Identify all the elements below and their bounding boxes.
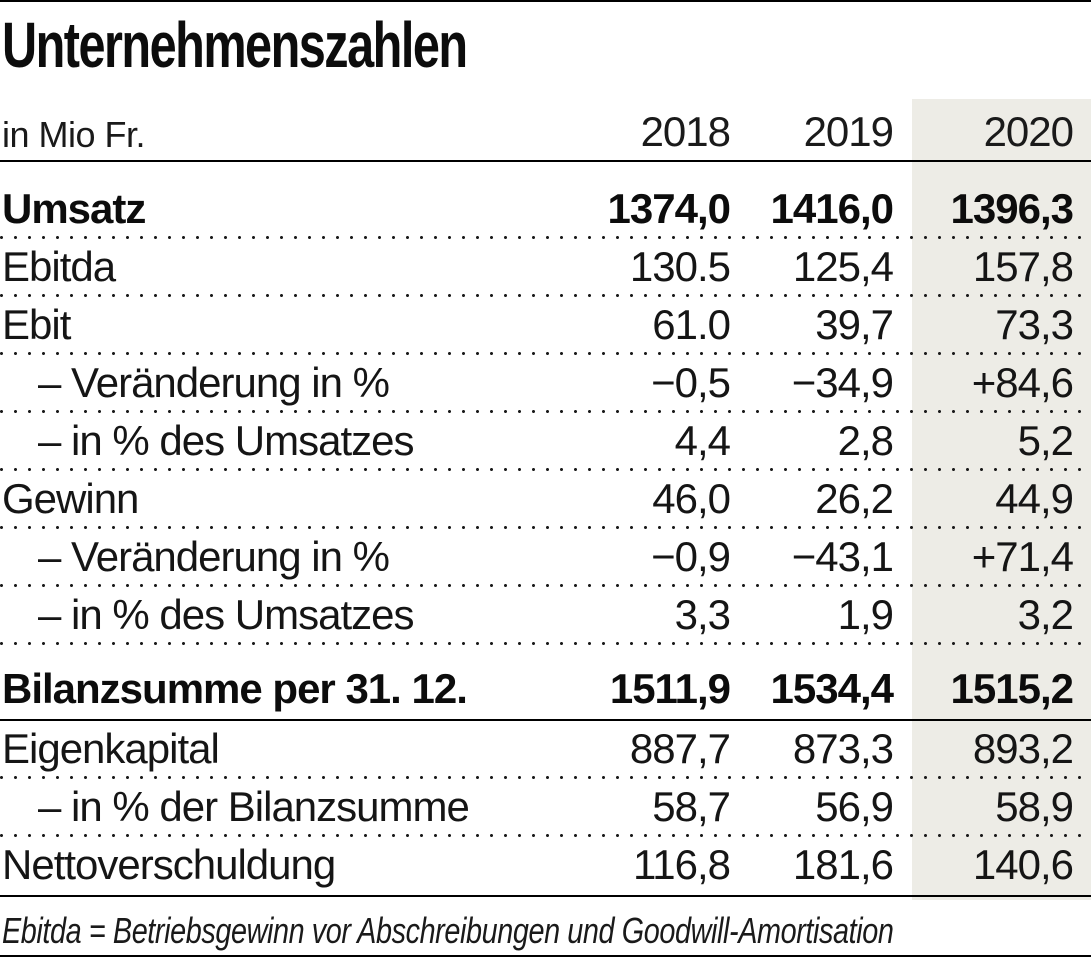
footnote: Ebitda = Betriebsgewinn vor Abschreibung… <box>2 908 1089 953</box>
cell-2020: +71,4 <box>971 533 1074 580</box>
cell-2019: 1534,4 <box>770 665 894 712</box>
cell-2020: 1515,2 <box>950 665 1074 712</box>
cell-2018: 116,8 <box>633 841 731 888</box>
cell-2020: 5,2 <box>1017 417 1074 464</box>
table-row: Ebit 61.0 39,7 73,3 <box>0 297 1091 355</box>
table-row: Gewinn 46,0 26,2 44,9 <box>0 471 1091 529</box>
cell-2018: 1511,9 <box>609 665 731 712</box>
cell-2019: 125,4 <box>792 243 894 290</box>
table-body: Umsatz 1374,0 1416,0 1396,3 Ebitda 130.5 125,4… <box>0 162 1091 897</box>
cell-2018: 46,0 <box>652 475 731 522</box>
cell-2019: 181,6 <box>792 841 894 888</box>
table-row: – in % der Bilanzsumme 58,7 56,9 58,9 <box>0 779 1091 837</box>
cell-2020: 140,6 <box>972 841 1074 888</box>
cell-2020: 157,8 <box>972 243 1074 290</box>
row-label: Eigenkapital <box>2 725 220 772</box>
table-row: – in % des Umsatzes 4,4 2,8 5,2 <box>0 413 1091 471</box>
cell-2020: 3,2 <box>1017 591 1074 638</box>
cell-2020: 893,2 <box>972 725 1074 772</box>
cell-2018: 58,7 <box>652 783 731 830</box>
cell-2020: 1396,3 <box>950 185 1074 232</box>
cell-2020: +84,6 <box>971 359 1074 406</box>
row-label: – in % der Bilanzsumme <box>38 783 470 830</box>
column-header-2018: 2018 <box>640 108 731 155</box>
table-header: in Mio Fr. 2018 2019 2020 <box>0 104 1091 158</box>
row-label: Bilanzsumme per 31. 12. <box>2 665 468 712</box>
table-row: Ebitda 130.5 125,4 157,8 <box>0 239 1091 297</box>
top-rule <box>0 0 1091 2</box>
row-label: Ebit <box>2 301 71 348</box>
cell-2019: 1,9 <box>837 591 894 638</box>
cell-2018: −0,9 <box>651 533 731 580</box>
cell-2018: 130.5 <box>629 243 731 290</box>
cell-2019: 26,2 <box>815 475 894 522</box>
bottom-rule <box>0 955 1091 957</box>
table-row: Eigenkapital 887,7 873,3 893,2 <box>0 721 1091 779</box>
cell-2019: 1416,0 <box>770 185 894 232</box>
cell-2018: 1374,0 <box>607 185 731 232</box>
row-label: Ebitda <box>2 243 116 290</box>
page-title: Unternehmenszahlen <box>2 9 468 81</box>
table-row: Nettoverschuldung 116,8 181,6 140,6 <box>0 837 1091 897</box>
header-rule <box>0 160 1091 162</box>
cell-2019: 873,3 <box>792 725 894 772</box>
table-row: Umsatz 1374,0 1416,0 1396,3 <box>0 162 1091 239</box>
row-label: Gewinn <box>2 475 139 522</box>
cell-2020: 44,9 <box>995 475 1074 522</box>
cell-2018: 4,4 <box>674 417 731 464</box>
row-label: – Veränderung in % <box>38 533 390 580</box>
table-row: – Veränderung in % −0,9 −43,1 +71,4 <box>0 529 1091 587</box>
column-header-2020: 2020 <box>983 108 1074 155</box>
row-label: Umsatz <box>2 185 146 232</box>
column-header-2019: 2019 <box>803 108 894 155</box>
table-row: Bilanzsumme per 31. 12. 1511,9 1534,4 1515,… <box>0 645 1091 721</box>
cell-2018: −0,5 <box>651 359 731 406</box>
cell-2019: 2,8 <box>837 417 894 464</box>
cell-2018: 887,7 <box>629 725 731 772</box>
footnote-text: Ebitda = Betriebsgewinn vor Abschreibung… <box>2 909 894 951</box>
cell-2019: −43,1 <box>791 533 894 580</box>
row-label: Nettoverschuldung <box>2 841 336 888</box>
cell-2020: 58,9 <box>995 783 1074 830</box>
table-row: – in % des Umsatzes 3,3 1,9 3,2 <box>0 587 1091 645</box>
row-label: – in % des Umsatzes <box>38 417 415 464</box>
cell-2019: −34,9 <box>791 359 894 406</box>
table-row: – Veränderung in % −0,5 −34,9 +84,6 <box>0 355 1091 413</box>
cell-2018: 61.0 <box>652 301 731 348</box>
cell-2018: 3,3 <box>674 591 731 638</box>
highlight-column-2020 <box>912 99 1091 900</box>
cell-2019: 56,9 <box>815 783 894 830</box>
row-label: – in % des Umsatzes <box>38 591 415 638</box>
cell-2020: 73,3 <box>995 301 1074 348</box>
row-label: – Veränderung in % <box>38 359 390 406</box>
cell-2019: 39,7 <box>815 301 894 348</box>
unit-label: in Mio Fr. <box>2 114 146 155</box>
